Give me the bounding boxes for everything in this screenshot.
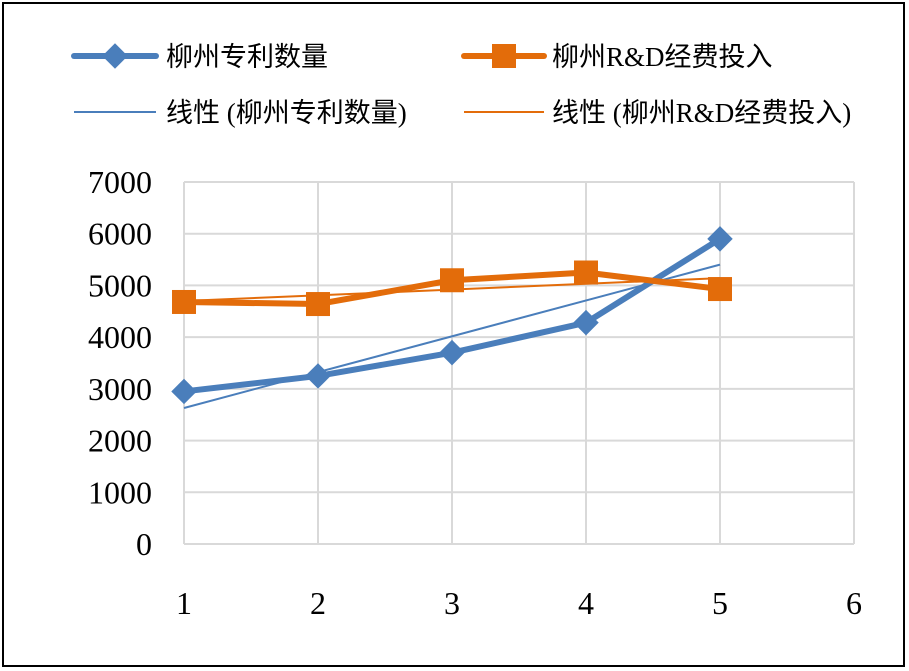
x-tick-label: 3	[444, 585, 460, 621]
x-tick-label: 1	[176, 585, 192, 621]
series-2-point	[172, 289, 196, 314]
legend-label-series-2: 柳州R&D经费投入	[552, 42, 773, 72]
x-tick-label: 5	[712, 585, 728, 621]
y-tick-label: 5000	[88, 267, 152, 303]
y-tick-label: 4000	[88, 319, 152, 355]
x-tick-label: 4	[578, 585, 594, 621]
series-2-point	[440, 268, 464, 293]
series-2-point	[306, 292, 330, 317]
series-1-point	[707, 226, 733, 252]
diamond-marker-icon	[102, 43, 128, 69]
y-tick-label: 3000	[88, 371, 152, 407]
line-chart: 柳州专利数量 柳州R&D经费投入 线性 (柳州专利数量) 线性 (柳州R&D经费…	[71, 42, 862, 621]
series-2-point	[708, 277, 732, 302]
series-1-point	[171, 378, 197, 405]
y-tick-label: 6000	[88, 216, 152, 252]
x-tick-label: 6	[846, 585, 862, 621]
legend-label-series-1: 柳州专利数量	[166, 42, 328, 72]
series-2-point	[574, 260, 598, 285]
series-1-point	[439, 339, 465, 366]
series-1-point	[573, 309, 599, 336]
y-tick-label: 7000	[88, 164, 152, 200]
y-tick-label: 2000	[88, 423, 152, 459]
legend-label-trend-1: 线性 (柳州专利数量)	[166, 98, 407, 128]
plot-area: 0 1000 2000 3000 4000 5000 6000 7000 1 2 3 4 5 6	[88, 164, 862, 621]
x-tick-label: 2	[310, 585, 326, 621]
y-tick-label: 0	[136, 526, 152, 562]
legend-label-trend-2: 线性 (柳州R&D经费投入)	[552, 98, 851, 128]
y-tick-label: 1000	[88, 474, 152, 510]
square-marker-icon	[492, 44, 516, 68]
legend-item-series-1: 柳州专利数量	[71, 42, 328, 72]
legend-item-trend-2: 线性 (柳州R&D经费投入)	[464, 98, 851, 128]
legend: 柳州专利数量 柳州R&D经费投入 线性 (柳州专利数量) 线性 (柳州R&D经费…	[71, 42, 851, 128]
legend-item-trend-1: 线性 (柳州专利数量)	[74, 98, 407, 128]
legend-item-series-2: 柳州R&D经费投入	[461, 42, 773, 72]
series-1-point	[305, 363, 331, 389]
